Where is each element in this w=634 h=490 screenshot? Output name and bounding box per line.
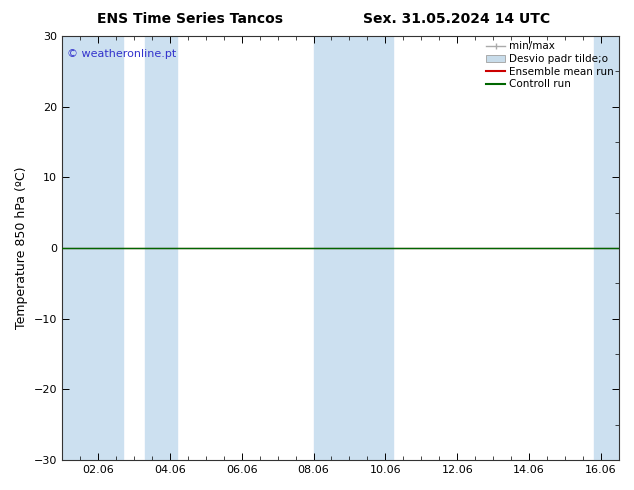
- Bar: [145, 36, 177, 460]
- Legend: min/max, Desvio padr tilde;o, Ensemble mean run, Controll run: min/max, Desvio padr tilde;o, Ensemble m…: [484, 39, 616, 91]
- Text: © weatheronline.pt: © weatheronline.pt: [67, 49, 177, 59]
- Bar: [62, 36, 123, 460]
- Text: Sex. 31.05.2024 14 UTC: Sex. 31.05.2024 14 UTC: [363, 12, 550, 26]
- Text: ENS Time Series Tancos: ENS Time Series Tancos: [97, 12, 283, 26]
- Bar: [594, 36, 634, 460]
- Bar: [313, 36, 392, 460]
- Y-axis label: Temperature 850 hPa (ºC): Temperature 850 hPa (ºC): [15, 167, 28, 329]
